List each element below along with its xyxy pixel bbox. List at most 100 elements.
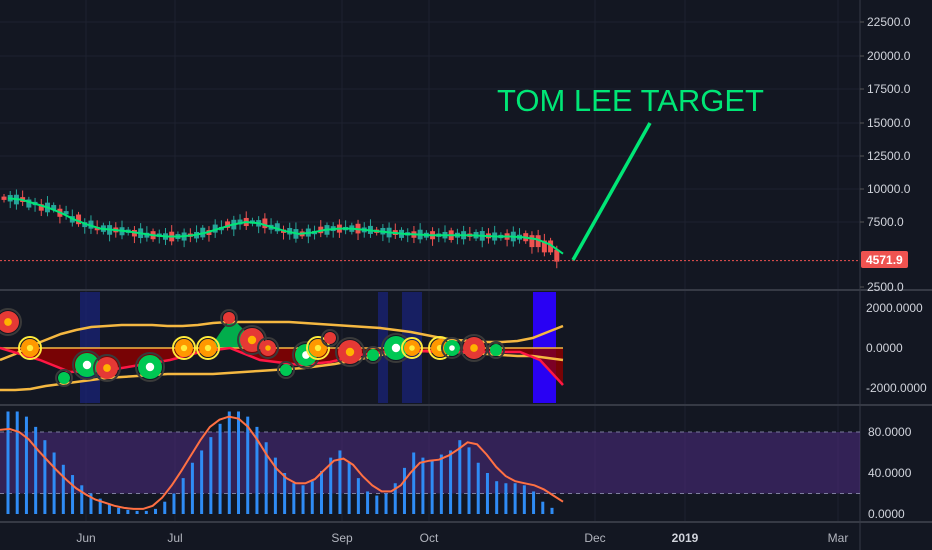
price-tick-label: 12500.0: [867, 149, 911, 163]
signal-dot: [367, 349, 379, 361]
rsi-bar: [190, 462, 194, 514]
rsi-bar: [43, 440, 47, 514]
signal-dot-ring: [135, 352, 165, 382]
signal-dot-ring: [487, 341, 505, 359]
rsi-bar: [338, 450, 342, 514]
oscillator-pane[interactable]: [0, 292, 564, 403]
candle-body: [26, 199, 32, 208]
rsi-bar: [227, 411, 231, 514]
candle-body: [262, 218, 268, 229]
rsi-axis: 80.0000 40.0000 0.0000: [868, 425, 912, 521]
candle-body: [76, 214, 82, 225]
time-tick-label: Oct: [420, 531, 439, 545]
rsi-bar: [504, 483, 508, 514]
signal-dot-ring: [93, 354, 121, 382]
signal-dot-center: [82, 360, 92, 370]
candle-body: [274, 223, 280, 232]
signal-dot-ring: [172, 336, 196, 360]
rsi-pane[interactable]: [0, 411, 860, 515]
rsi-band-area: [0, 432, 860, 494]
rsi-signal-line: [0, 415, 564, 510]
rsi-bar: [237, 411, 241, 514]
signal-dot-center: [409, 345, 415, 351]
rsi-bar: [126, 509, 130, 514]
signal-dot-center: [265, 345, 271, 351]
signal-dot: [280, 364, 292, 376]
signal-dot-ring: [18, 336, 42, 360]
rsi-bar: [319, 470, 323, 514]
rsi-bar: [181, 478, 185, 514]
rsi-bar: [412, 452, 416, 514]
time-axis: Jun Jul Sep Oct Dec 2019 Mar: [76, 531, 848, 545]
price-pane[interactable]: [0, 189, 860, 269]
rsi-bar: [301, 485, 305, 514]
signal-dot: [490, 344, 502, 356]
rsi-bar: [6, 411, 10, 514]
price-axis: 22500.0 20000.0 17500.0 15000.0 12500.0 10000…: [860, 15, 911, 294]
signal-dot: [58, 372, 70, 384]
rsi-bar: [264, 442, 268, 514]
rsi-bar: [310, 481, 314, 514]
signal-dot-ring: [321, 329, 339, 347]
price-tick-label: 10000.0: [867, 182, 911, 196]
rsi-bar: [550, 507, 554, 514]
candle-body: [529, 235, 535, 248]
signal-dot-center: [145, 362, 155, 372]
signal-dot-ring: [306, 336, 330, 360]
rsi-bar: [52, 452, 56, 514]
rsi-bar: [347, 462, 351, 514]
rsi-bar: [366, 491, 370, 514]
rsi-bar: [135, 510, 139, 514]
time-tick-label: 2019: [672, 531, 699, 545]
signal-dot: [223, 312, 235, 324]
oscillator-tick-label: 0.0000: [866, 341, 903, 355]
time-tick-label: Sep: [331, 531, 353, 545]
rsi-bar: [163, 501, 167, 514]
rsi-bar: [375, 495, 379, 514]
signal-dot-center: [4, 318, 12, 326]
time-tick-label: Dec: [584, 531, 605, 545]
rsi-bar: [98, 498, 102, 514]
signal-dot-ring: [220, 309, 238, 327]
signal-dot-ring: [257, 337, 279, 359]
price-tick-label: 15000.0: [867, 116, 911, 130]
rsi-bar: [255, 426, 259, 514]
rsi-bar: [209, 437, 213, 514]
candle-body: [38, 204, 44, 211]
signal-dot-center: [470, 344, 478, 352]
signal-dot-center: [391, 343, 401, 353]
candle-body: [237, 219, 243, 225]
rsi-bar: [421, 457, 425, 514]
oscillator-axis: 2000.0000 0.0000 -2000.0000: [866, 301, 927, 395]
annotation-text: TOM LEE TARGET: [497, 83, 764, 118]
rsi-bar: [439, 454, 443, 514]
signal-dot-center: [247, 335, 257, 345]
rsi-bar: [467, 447, 471, 514]
rsi-bar: [458, 440, 462, 514]
rsi-bar: [513, 483, 517, 514]
rsi-bar: [200, 450, 204, 514]
rsi-bar: [273, 457, 277, 514]
candle-body: [541, 240, 547, 253]
signal-dot-ring: [0, 308, 22, 336]
candle-body: [554, 249, 560, 262]
rsi-bar: [154, 508, 158, 514]
annotation-arrow: [571, 122, 652, 261]
signal-dot-center: [26, 344, 34, 352]
rsi-bar: [449, 450, 453, 514]
rsi-histogram: [6, 411, 554, 514]
candle-body: [1, 196, 7, 200]
svg-text:4571.9: 4571.9: [866, 253, 903, 267]
signal-dot-center: [345, 347, 355, 357]
rsi-bar: [246, 416, 250, 514]
time-tick-label: Mar: [828, 531, 849, 545]
candle-body: [88, 220, 94, 229]
price-tick-label: 7500.0: [867, 215, 904, 229]
rsi-bar: [532, 491, 536, 514]
price-tick-label: 17500.0: [867, 82, 911, 96]
rsi-bar: [329, 457, 333, 514]
oscillator-tick-label: 2000.0000: [866, 301, 923, 315]
signal-dot-center: [314, 344, 322, 352]
rsi-bar: [384, 493, 388, 514]
rsi-bar: [541, 501, 545, 514]
